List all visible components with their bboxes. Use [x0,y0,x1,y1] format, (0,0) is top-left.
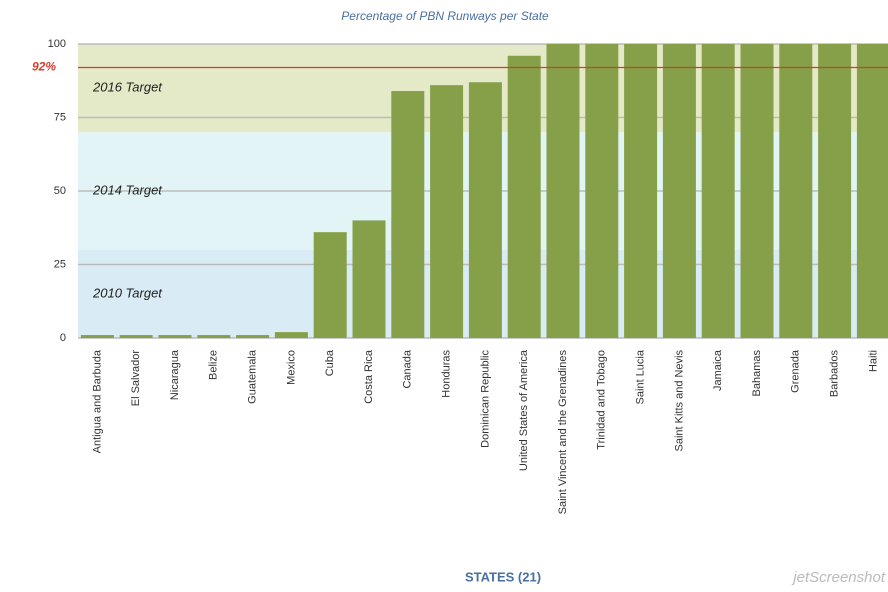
bar [468,82,502,338]
bar [197,335,231,338]
x-tick-label: United States of America [518,349,530,471]
x-axis-title: STATES (21) [465,569,541,584]
band-label: 2016 Target [92,80,163,95]
x-tick-label: Saint Kitts and Nevis [673,350,685,452]
bar [274,332,308,338]
y-tick-label: 100 [48,38,66,50]
x-tick-label: Jamaica [712,349,724,391]
x-tick-label: Nicaragua [169,349,181,400]
reference-label: 92% [32,60,56,74]
x-tick-label: Saint Vincent and the Grenadines [557,350,569,515]
x-tick-label: Saint Lucia [635,349,647,404]
x-tick-label: Mexico [285,350,297,385]
x-tick-label: Guatemala [247,349,259,404]
bar [80,335,114,338]
bar [158,335,192,338]
band-label: 2014 Target [92,182,163,197]
x-tick-label: Barbados [829,350,841,398]
x-tick-label: Honduras [441,350,453,398]
x-tick-label: Antigua and Barbuda [91,349,103,453]
watermark: jetScreenshot [791,569,886,586]
x-tick-label: Cuba [324,349,336,376]
bar [701,44,735,338]
x-tick-label: Bahamas [751,350,763,397]
bar [352,220,386,338]
x-tick-label: Canada [402,349,414,388]
bar [236,335,270,338]
x-tick-label: Belize [208,350,220,380]
x-tick-label: Dominican Republic [479,350,491,448]
y-tick-label: 0 [60,332,66,344]
y-tick-label: 50 [54,185,66,197]
bar [818,44,852,338]
bar [662,44,696,338]
x-tick-label: Trinidad and Tobago [596,350,608,450]
band-label: 2010 Target [92,285,163,300]
x-tick-label: Grenada [790,349,802,393]
bar [507,55,541,338]
bar [546,44,580,338]
x-tick-label: El Salvador [130,350,142,407]
chart-title: Percentage of PBN Runways per State [341,9,549,23]
bar [430,85,464,338]
bar [585,44,619,338]
bar [779,44,813,338]
y-tick-label: 25 [54,258,66,270]
y-tick-label: 75 [54,111,66,123]
x-tick-label: Costa Rica [363,349,375,404]
bar [856,44,888,338]
bar [119,335,153,338]
bar [624,44,658,338]
bar [391,91,425,338]
bar [740,44,774,338]
bar [313,232,347,338]
x-tick-label: Haiti [867,350,879,372]
